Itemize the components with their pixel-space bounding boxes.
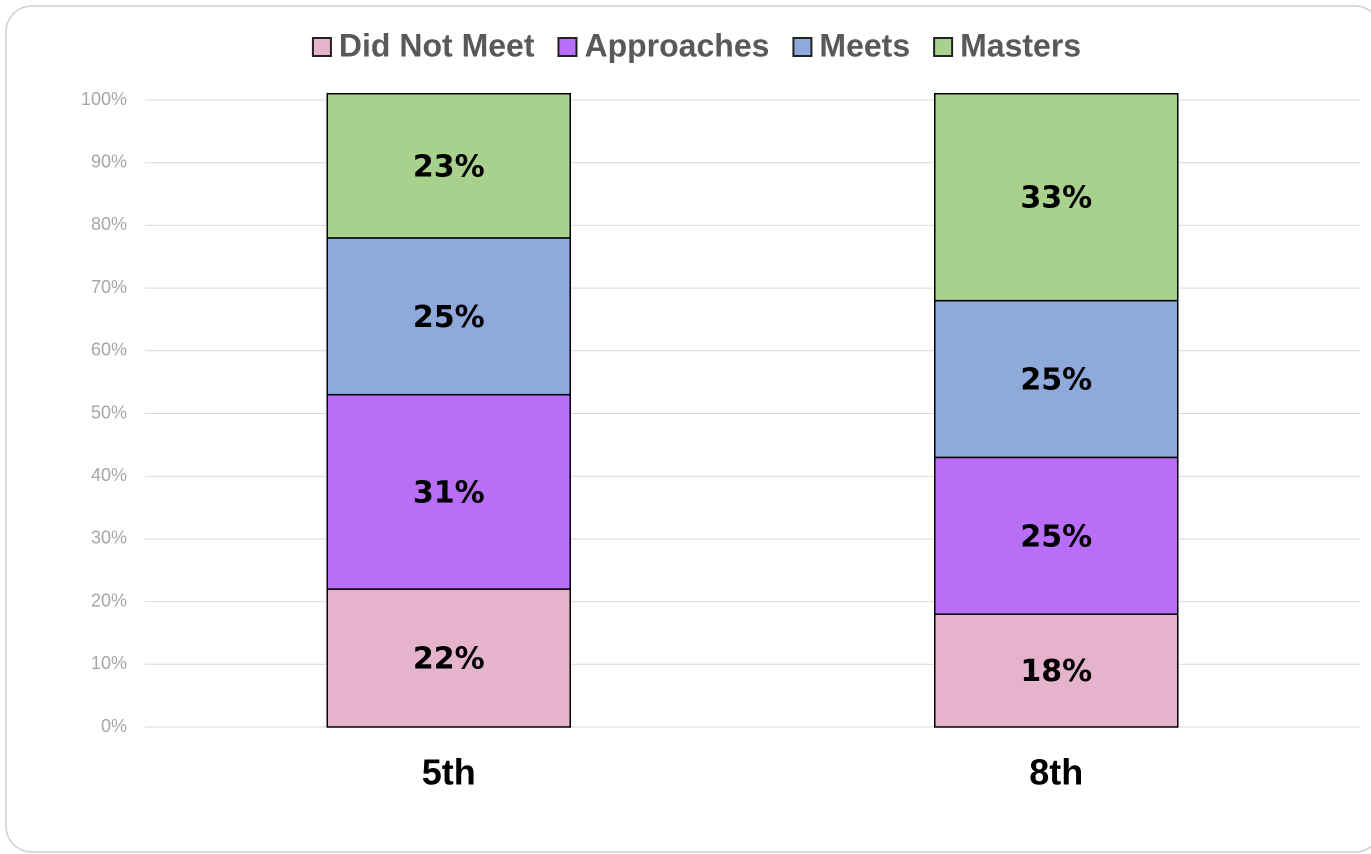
bar-segment [934, 299, 1179, 459]
data-label: 25% [413, 300, 485, 335]
bar-segment [934, 92, 1179, 302]
legend-label: Did Not Meet [339, 27, 535, 63]
y-tick-label: 60% [91, 340, 127, 360]
y-tick-label: 50% [91, 402, 127, 422]
data-label: 18% [1020, 654, 1092, 689]
y-tick-label: 20% [91, 590, 127, 610]
legend-swatch [933, 37, 954, 57]
bar-segment [326, 92, 571, 239]
x-tick-label: 8th [1029, 752, 1083, 793]
bar-segment [934, 456, 1179, 615]
legend-swatch [792, 37, 813, 57]
bar-segment [934, 613, 1179, 728]
y-tick-label: 0% [101, 716, 127, 736]
legend-label: Meets [819, 27, 910, 63]
y-tick-label: 90% [91, 151, 127, 171]
data-label: 22% [413, 642, 485, 677]
y-tick-label: 10% [91, 653, 127, 673]
legend-swatch [311, 37, 332, 57]
y-tick-label: 100% [81, 89, 127, 109]
data-label: 31% [413, 475, 485, 510]
y-tick-label: 70% [91, 277, 127, 297]
data-label: 23% [413, 149, 485, 184]
data-label: 25% [1020, 519, 1092, 554]
x-tick-label: 5th [422, 752, 476, 793]
data-label: 33% [1020, 181, 1092, 216]
legend-label: Masters [960, 27, 1081, 63]
legend-label: Approaches [584, 27, 769, 63]
data-label: 25% [1020, 363, 1092, 398]
legend-swatch [557, 37, 578, 57]
y-tick-label: 40% [91, 465, 127, 485]
y-tick-label: 80% [91, 214, 127, 234]
y-tick-label: 30% [91, 528, 127, 548]
